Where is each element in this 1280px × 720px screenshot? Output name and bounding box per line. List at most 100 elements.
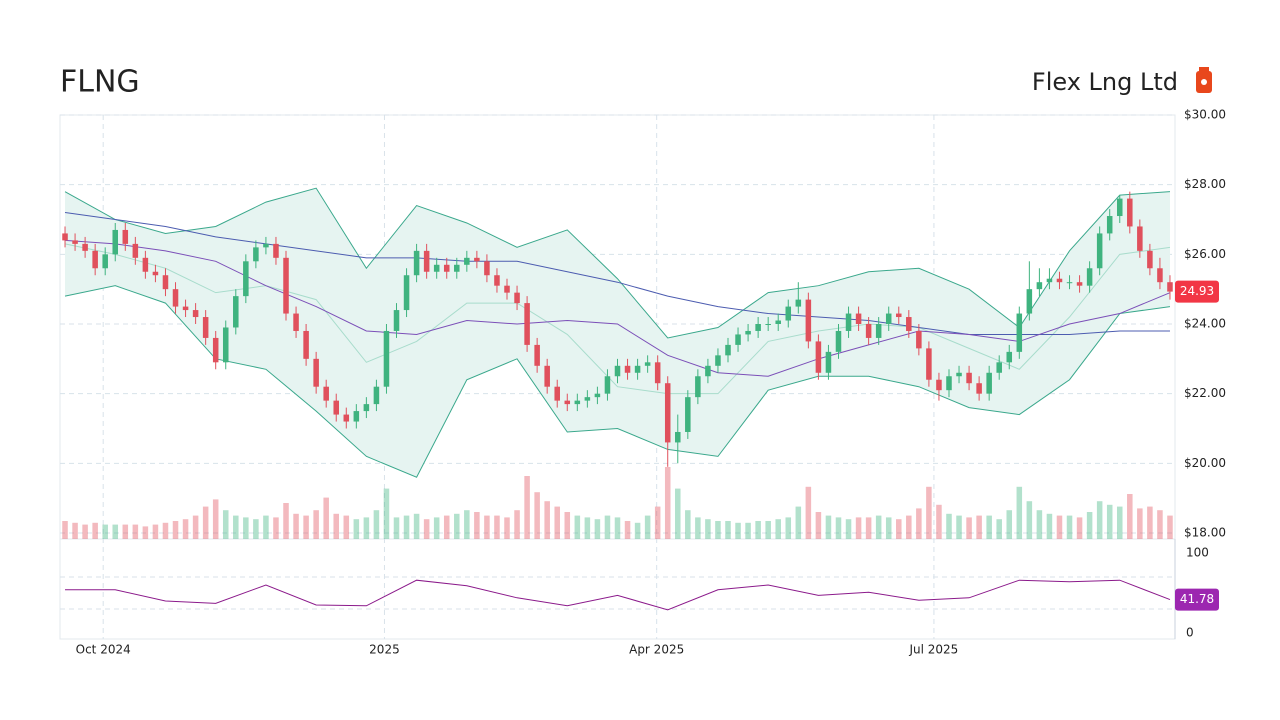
volume-bar — [303, 515, 309, 539]
volume-bar — [172, 521, 179, 539]
volume-bar — [333, 513, 340, 539]
volume-bar — [1137, 508, 1143, 539]
volume-bar — [122, 524, 129, 539]
volume-bar — [986, 515, 992, 539]
volume-bar — [574, 515, 581, 539]
volume-bar — [956, 515, 962, 539]
volume-bar — [1086, 512, 1093, 539]
volume-bar — [72, 522, 78, 539]
volume-bar — [343, 515, 350, 539]
volume-bar — [554, 506, 560, 539]
volume-bar — [1076, 517, 1083, 539]
volume-bar — [946, 513, 952, 539]
volume-bar — [142, 526, 149, 539]
candle-body — [996, 362, 1002, 373]
candle-body — [775, 320, 781, 324]
volume-bar — [634, 522, 641, 539]
volume-bar — [443, 515, 450, 539]
chart-title: FLNG — [60, 65, 140, 100]
volume-bar — [594, 519, 601, 539]
volume-bar — [865, 517, 872, 539]
candle-body — [484, 261, 490, 276]
candle-body — [62, 233, 68, 241]
volume-bar — [433, 517, 440, 539]
price-badge: 24.93 — [1180, 284, 1214, 298]
bollinger-lower — [64, 285, 1171, 478]
candle-body — [986, 372, 992, 394]
candle-body — [343, 414, 350, 422]
candle-body — [574, 400, 581, 405]
candle-body — [624, 365, 631, 373]
candle-body — [885, 313, 892, 324]
candle-body — [895, 313, 902, 318]
candle-body — [443, 264, 450, 272]
y-tick-label: $24.00 — [1184, 317, 1226, 331]
volume-bar — [92, 522, 98, 539]
volume-bar — [1006, 510, 1013, 539]
volume-bar — [1066, 515, 1073, 539]
candle-body — [875, 324, 882, 338]
candle-body — [363, 404, 370, 412]
candle-body — [584, 397, 591, 401]
candle-body — [926, 348, 932, 380]
volume-bar — [293, 513, 299, 539]
candle-body — [353, 411, 360, 422]
candle-body — [222, 327, 229, 363]
candle-body — [815, 341, 822, 373]
bollinger-upper — [64, 187, 1171, 339]
candle-body — [936, 379, 942, 391]
candle-body — [433, 264, 440, 272]
candle-body — [1026, 289, 1033, 314]
candle-body — [1127, 198, 1133, 227]
candle-body — [664, 383, 671, 443]
plot-frame — [59, 114, 1176, 640]
candle-body — [253, 247, 259, 262]
candle-body — [504, 285, 510, 293]
sma-200-line — [64, 212, 1170, 335]
candle-body — [1157, 268, 1163, 283]
candle-body — [383, 330, 390, 387]
candle-body — [212, 337, 219, 363]
rsi-line — [65, 579, 1171, 611]
candle-body — [644, 362, 651, 366]
candle-body — [92, 250, 98, 269]
volume-bar — [815, 512, 822, 539]
volume-bar — [1116, 506, 1123, 539]
candle-body — [1167, 282, 1173, 292]
chart-subtitle: Flex Lng Ltd — [1032, 68, 1178, 96]
volume-bar — [654, 506, 661, 539]
volume-bar — [916, 508, 922, 539]
candle-body — [1137, 226, 1143, 251]
volume-bar — [795, 506, 802, 539]
volume-bar — [484, 515, 490, 539]
candle-body — [755, 324, 761, 331]
volume-bar — [715, 521, 721, 539]
volume-bar — [1056, 515, 1063, 539]
candle-body — [715, 355, 721, 366]
candle-body — [634, 365, 641, 373]
candle-body — [1056, 278, 1063, 283]
candle-body — [735, 334, 741, 345]
volume-bar — [273, 517, 279, 539]
volume-bar — [926, 486, 932, 539]
x-tick-label: Apr 2025 — [629, 643, 684, 657]
volume-bar — [192, 515, 199, 539]
y-tick-label: $26.00 — [1184, 247, 1226, 261]
candle-body — [142, 257, 149, 272]
volume-bar — [494, 515, 500, 539]
candle-body — [1106, 216, 1113, 234]
candle-body — [1046, 278, 1053, 283]
candle-body — [1116, 198, 1123, 217]
x-tick-label: Jul 2025 — [908, 643, 958, 657]
volume-bar — [604, 515, 611, 539]
bollinger-band-fill — [65, 188, 1170, 478]
candle-body — [182, 306, 189, 311]
candle-body — [1096, 233, 1103, 269]
volume-bar — [1026, 501, 1033, 539]
volume-bar — [212, 499, 219, 539]
candle-body — [132, 243, 139, 258]
candle-body — [1076, 282, 1083, 286]
candle-body — [695, 376, 701, 398]
price-badge-bg — [1175, 280, 1219, 303]
